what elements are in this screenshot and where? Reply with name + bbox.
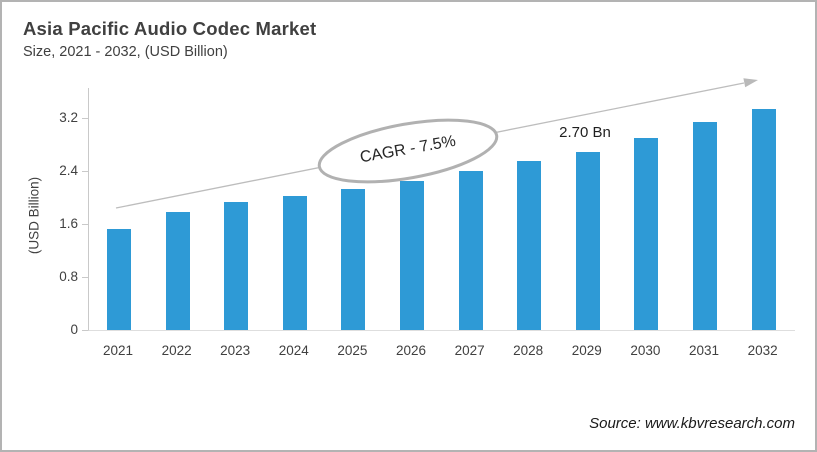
y-tick-mark [82, 330, 88, 331]
bar-2027 [458, 171, 483, 330]
x-tick-label-2024: 2024 [278, 343, 309, 358]
x-tick-label-2027: 2027 [454, 343, 485, 358]
x-tick-label-2022: 2022 [161, 343, 192, 358]
x-tick-label-2032: 2032 [747, 343, 778, 358]
x-tick-label-2026: 2026 [395, 343, 427, 358]
x-tick-label-2031: 2031 [688, 343, 720, 358]
value-label-2029: 2.70 Bn [559, 124, 611, 141]
x-tick-label-2021: 2021 [102, 343, 134, 358]
x-tick-label-2025: 2025 [337, 343, 368, 358]
x-tick-label-2029: 2029 [571, 343, 602, 358]
bar-2024 [282, 196, 307, 330]
y-tick-label-0.8: 0.8 [59, 269, 78, 285]
y-tick-mark [82, 224, 88, 226]
trend-arrow-head [743, 78, 758, 88]
bar-2031 [693, 122, 717, 330]
bar-2026 [400, 181, 424, 330]
y-tick-mark [82, 171, 88, 173]
bar-2030 [634, 138, 659, 330]
bar-2022 [165, 212, 190, 330]
page-subtitle: Size, 2021 - 2032, (USD Billion) [23, 44, 228, 60]
x-tick-label-2028: 2028 [513, 343, 544, 358]
source-text: Source: www.kbvresearch.com [589, 415, 795, 432]
y-tick-mark [82, 277, 88, 279]
y-tick-label-3.2: 3.2 [59, 110, 78, 126]
bar-2023 [224, 202, 249, 330]
y-tick-label-2.4: 2.4 [59, 163, 78, 179]
bar-2025 [341, 189, 366, 330]
y-tick-label-0: 0 [70, 322, 78, 337]
page-title: Asia Pacific Audio Codec Market [23, 18, 317, 39]
y-tick-mark [82, 118, 88, 120]
y-tick-label-1.6: 1.6 [59, 216, 78, 232]
bar-2029 [575, 152, 600, 330]
bar-2028 [517, 161, 542, 330]
plot-area [88, 88, 795, 331]
bar-2032 [751, 109, 776, 330]
x-tick-label-2030: 2030 [630, 343, 661, 358]
bar-2021 [107, 229, 131, 330]
x-tick-label-2023: 2023 [220, 343, 251, 358]
